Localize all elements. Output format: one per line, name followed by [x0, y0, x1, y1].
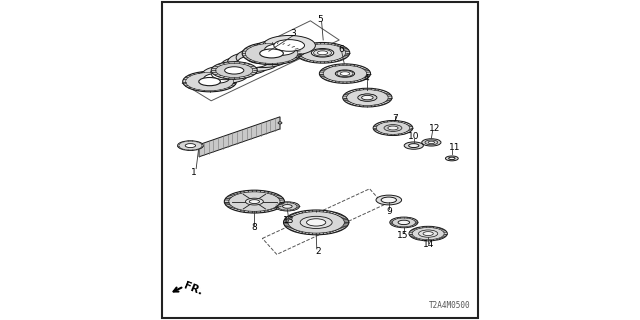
- Ellipse shape: [263, 36, 316, 55]
- Ellipse shape: [288, 212, 344, 233]
- Ellipse shape: [221, 56, 269, 75]
- Ellipse shape: [204, 74, 230, 83]
- Ellipse shape: [425, 140, 438, 145]
- Ellipse shape: [381, 197, 397, 203]
- Ellipse shape: [185, 144, 196, 148]
- Ellipse shape: [282, 204, 292, 208]
- Text: 15: 15: [397, 231, 408, 240]
- Ellipse shape: [183, 71, 237, 92]
- Text: 4: 4: [364, 74, 369, 83]
- Ellipse shape: [388, 126, 398, 130]
- Text: 6: 6: [338, 45, 344, 54]
- Ellipse shape: [404, 142, 424, 149]
- Ellipse shape: [225, 67, 244, 74]
- Ellipse shape: [186, 73, 234, 91]
- Text: 9: 9: [386, 207, 392, 216]
- Text: 13: 13: [283, 216, 294, 225]
- Ellipse shape: [278, 203, 297, 210]
- Ellipse shape: [347, 90, 388, 106]
- Text: T2A4M0500: T2A4M0500: [429, 301, 470, 310]
- Ellipse shape: [317, 51, 328, 55]
- Ellipse shape: [335, 70, 355, 77]
- Ellipse shape: [300, 44, 346, 61]
- Ellipse shape: [398, 220, 410, 225]
- Ellipse shape: [449, 157, 455, 160]
- Ellipse shape: [412, 228, 444, 240]
- Text: 14: 14: [423, 240, 435, 249]
- Ellipse shape: [245, 44, 298, 63]
- Ellipse shape: [376, 122, 410, 134]
- Ellipse shape: [312, 49, 334, 57]
- Text: FR.: FR.: [182, 280, 204, 297]
- Ellipse shape: [300, 216, 332, 228]
- Ellipse shape: [419, 230, 438, 237]
- Ellipse shape: [358, 94, 376, 101]
- Ellipse shape: [314, 49, 332, 56]
- Text: 11: 11: [449, 143, 460, 152]
- Ellipse shape: [337, 71, 353, 77]
- Ellipse shape: [275, 202, 300, 211]
- Ellipse shape: [245, 198, 264, 205]
- Text: 5: 5: [317, 15, 323, 24]
- Ellipse shape: [362, 95, 373, 100]
- Ellipse shape: [228, 192, 280, 211]
- Ellipse shape: [376, 195, 402, 205]
- Ellipse shape: [212, 69, 239, 80]
- Text: 3: 3: [290, 29, 296, 38]
- Ellipse shape: [216, 63, 253, 77]
- Ellipse shape: [423, 232, 433, 236]
- Ellipse shape: [260, 49, 284, 58]
- Ellipse shape: [231, 60, 259, 71]
- Ellipse shape: [211, 62, 257, 79]
- Ellipse shape: [195, 70, 238, 87]
- Ellipse shape: [248, 199, 261, 204]
- Ellipse shape: [343, 88, 392, 107]
- Ellipse shape: [304, 218, 328, 227]
- Ellipse shape: [225, 190, 284, 213]
- Ellipse shape: [428, 141, 435, 144]
- Ellipse shape: [253, 40, 307, 60]
- Ellipse shape: [202, 66, 248, 83]
- Ellipse shape: [307, 219, 326, 226]
- Ellipse shape: [236, 48, 289, 68]
- Ellipse shape: [340, 72, 349, 76]
- Text: 10: 10: [408, 132, 419, 141]
- Text: 2: 2: [316, 247, 321, 256]
- Ellipse shape: [238, 56, 269, 68]
- Ellipse shape: [445, 156, 458, 161]
- Text: 8: 8: [251, 223, 257, 232]
- Ellipse shape: [199, 77, 220, 86]
- Ellipse shape: [319, 64, 371, 83]
- Ellipse shape: [323, 65, 367, 82]
- Ellipse shape: [392, 218, 415, 227]
- Ellipse shape: [373, 120, 413, 136]
- Ellipse shape: [228, 52, 279, 71]
- Polygon shape: [199, 117, 280, 157]
- Ellipse shape: [242, 42, 301, 65]
- Ellipse shape: [274, 40, 305, 51]
- Ellipse shape: [284, 210, 349, 235]
- Ellipse shape: [265, 44, 296, 55]
- Ellipse shape: [409, 226, 447, 241]
- Ellipse shape: [422, 139, 441, 146]
- Ellipse shape: [246, 52, 278, 64]
- Ellipse shape: [358, 94, 377, 101]
- Ellipse shape: [386, 125, 400, 131]
- Text: 1: 1: [191, 168, 197, 177]
- Ellipse shape: [420, 231, 436, 236]
- Ellipse shape: [249, 200, 260, 204]
- Ellipse shape: [409, 144, 419, 148]
- Ellipse shape: [296, 43, 349, 63]
- Ellipse shape: [428, 141, 435, 144]
- Ellipse shape: [384, 124, 402, 132]
- Ellipse shape: [390, 217, 418, 228]
- Text: 12: 12: [429, 124, 440, 133]
- Ellipse shape: [179, 141, 202, 150]
- Ellipse shape: [278, 122, 282, 124]
- Ellipse shape: [177, 141, 204, 150]
- Text: 7: 7: [392, 114, 398, 123]
